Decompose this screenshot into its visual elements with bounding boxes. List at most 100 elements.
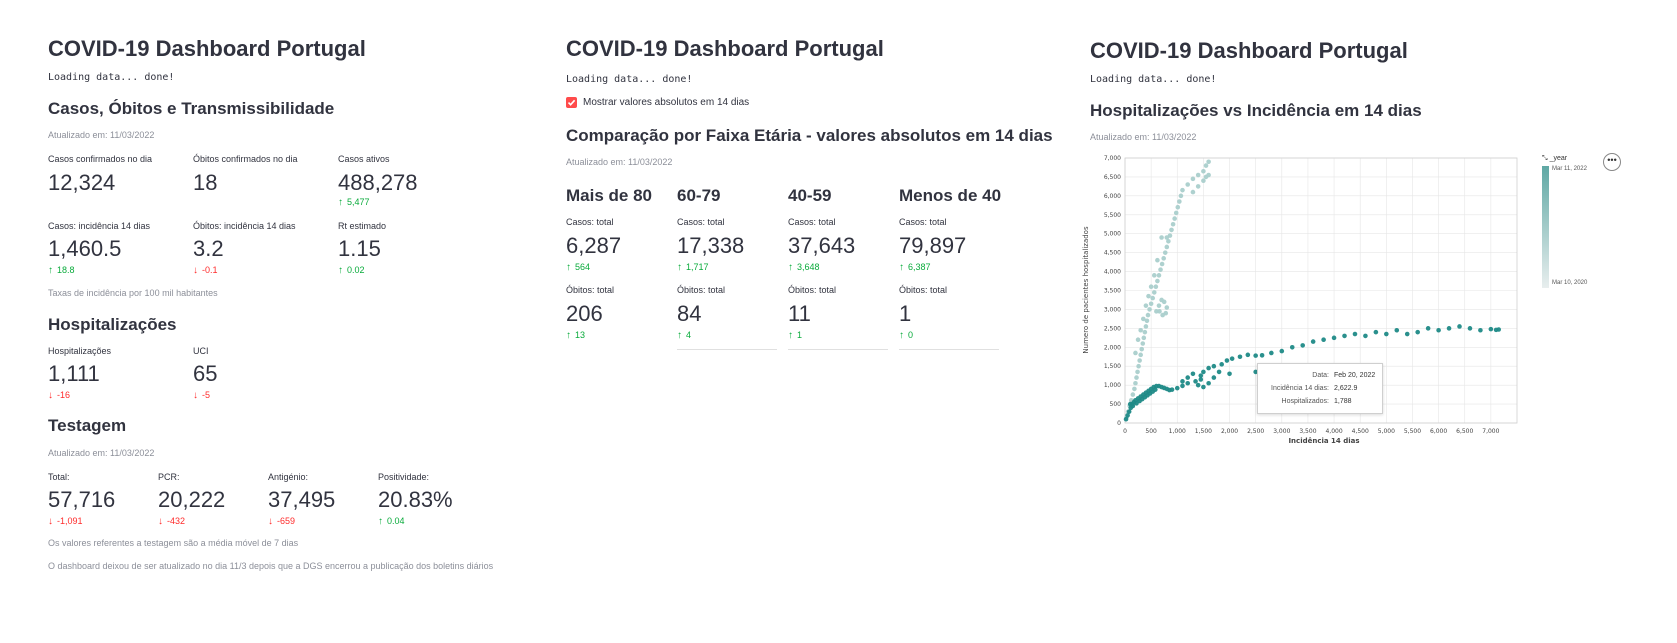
data-point xyxy=(1342,333,1347,339)
metric-value: 6,287 xyxy=(566,233,622,258)
tooltip-value: Feb 20, 2022 xyxy=(1334,372,1376,379)
y-tick-label: 7,000 xyxy=(1104,155,1121,162)
plot-frame xyxy=(1124,157,1518,424)
data-point xyxy=(1253,369,1258,375)
data-point xyxy=(1132,386,1137,392)
metric-delta: ↓ -432 xyxy=(158,516,186,527)
metric-delta: ↑ 0.04 xyxy=(378,516,405,527)
data-point xyxy=(1198,373,1204,378)
y-tick-label: 4,000 xyxy=(1104,269,1121,276)
data-point xyxy=(1169,227,1174,233)
y-tick-label: 5,000 xyxy=(1104,231,1121,238)
tooltip-key: Data: xyxy=(1312,372,1329,379)
x-tick-label: 1,500 xyxy=(1195,428,1212,435)
loading-status: Loading data... done! xyxy=(566,74,693,85)
metric-delta: ↑ 1,717 xyxy=(677,262,709,273)
ellipsis-icon[interactable]: ••• xyxy=(1603,153,1621,171)
metric-value: 20,222 xyxy=(158,487,226,512)
updated-caption: Atualizado em: 11/03/2022 xyxy=(48,130,155,140)
data-point xyxy=(1436,327,1441,333)
data-point xyxy=(1158,267,1163,272)
data-point xyxy=(1175,204,1181,210)
data-point xyxy=(1143,324,1149,329)
metric-value: 3.2 xyxy=(193,236,224,261)
data-point xyxy=(1135,337,1141,343)
metric-label: Casos: total xyxy=(899,217,947,227)
data-point xyxy=(1279,348,1285,354)
metric-value: 37,495 xyxy=(268,487,336,512)
data-point xyxy=(1195,184,1201,189)
data-point xyxy=(1229,356,1235,361)
y-tick-label: 2,000 xyxy=(1104,344,1121,351)
metric-value: 84 xyxy=(677,301,702,326)
data-point xyxy=(1180,187,1185,193)
x-tick-label: 6,000 xyxy=(1430,428,1447,435)
scatter-chart[interactable]: Numero de pacientes hospitalizados Incid… xyxy=(1080,150,1640,450)
tooltip-value: 1,788 xyxy=(1334,398,1352,405)
metric-value: 488,278 xyxy=(338,170,418,195)
data-point xyxy=(1253,353,1258,358)
tooltip-key: Hospitalizados: xyxy=(1281,398,1329,405)
data-point xyxy=(1415,329,1420,335)
footer-note: O dashboard deixou de ser atualizado no … xyxy=(48,561,494,571)
updated-caption: Atualizado em: 11/03/2022 xyxy=(1090,132,1197,142)
data-point xyxy=(1174,385,1180,391)
metric-label: Casos: total xyxy=(788,217,836,227)
data-point xyxy=(1138,327,1143,333)
data-point xyxy=(1178,193,1184,199)
data-point xyxy=(1135,369,1140,375)
data-point xyxy=(1446,326,1452,331)
age-group-title: 60-79 xyxy=(677,186,721,205)
data-point xyxy=(1162,250,1168,255)
section-title-testing: Testagem xyxy=(48,416,127,435)
arrow-down-icon: ↓ xyxy=(158,516,163,527)
metric-delta: ↑ 1 xyxy=(788,330,803,341)
data-point xyxy=(1193,379,1198,384)
x-tick-label: 5,000 xyxy=(1378,428,1395,435)
metric-delta: ↓ -16 xyxy=(48,390,71,401)
data-point xyxy=(1164,235,1170,240)
metric-value: 65 xyxy=(193,361,218,386)
metric-delta: ↑ 18.8 xyxy=(48,265,75,276)
data-point xyxy=(1153,284,1159,290)
metric-value: 20.83% xyxy=(378,487,453,512)
data-point xyxy=(1394,327,1400,333)
metric-delta: ↓ -5 xyxy=(193,390,211,401)
data-point xyxy=(1190,371,1196,377)
x-tick-label: 2,000 xyxy=(1221,428,1238,435)
metric-delta: ↑ 3,648 xyxy=(788,262,820,273)
arrow-down-icon: ↓ xyxy=(268,516,273,527)
data-point xyxy=(1373,329,1379,335)
metric-label: Óbitos: total xyxy=(788,285,837,295)
page-title: COVID-19 Dashboard Portugal xyxy=(48,36,366,61)
incidence-note: Taxas de incidência por 100 mil habitant… xyxy=(48,288,218,298)
data-point xyxy=(1151,290,1157,295)
x-tick-label: 1,000 xyxy=(1169,428,1186,435)
metric-delta: ↑ 0 xyxy=(899,330,914,341)
data-point xyxy=(1211,363,1217,369)
data-point xyxy=(1211,375,1217,380)
metric-label: Óbitos confirmados no dia xyxy=(193,154,298,164)
data-point xyxy=(1136,363,1141,369)
metric-value: 37,643 xyxy=(788,233,856,258)
data-point xyxy=(1195,382,1201,388)
x-tick-label: 2,500 xyxy=(1247,428,1264,435)
arrow-up-icon: ↑ xyxy=(338,197,343,208)
data-point xyxy=(1425,326,1431,331)
metric-label: Hospitalizações xyxy=(48,346,112,356)
expand-icon[interactable]: ⤡ xyxy=(1542,155,1548,162)
data-point xyxy=(1140,316,1146,322)
y-tick-label: 6,000 xyxy=(1104,193,1121,200)
data-point xyxy=(1259,353,1265,358)
data-point xyxy=(1166,238,1171,244)
data-point xyxy=(1203,163,1209,168)
legend-top-label: Mar 11, 2022 xyxy=(1552,166,1587,172)
x-tick-label: 3,000 xyxy=(1273,428,1290,435)
data-point xyxy=(1237,354,1243,360)
data-point xyxy=(1125,413,1130,418)
data-point xyxy=(1123,416,1129,422)
checkbox-label[interactable]: Mostrar valores absolutos em 14 dias xyxy=(583,97,750,108)
absolute-values-checkbox[interactable] xyxy=(566,97,577,108)
age-group-title: Mais de 80 xyxy=(566,186,652,205)
arrow-up-icon: ↑ xyxy=(788,262,793,273)
